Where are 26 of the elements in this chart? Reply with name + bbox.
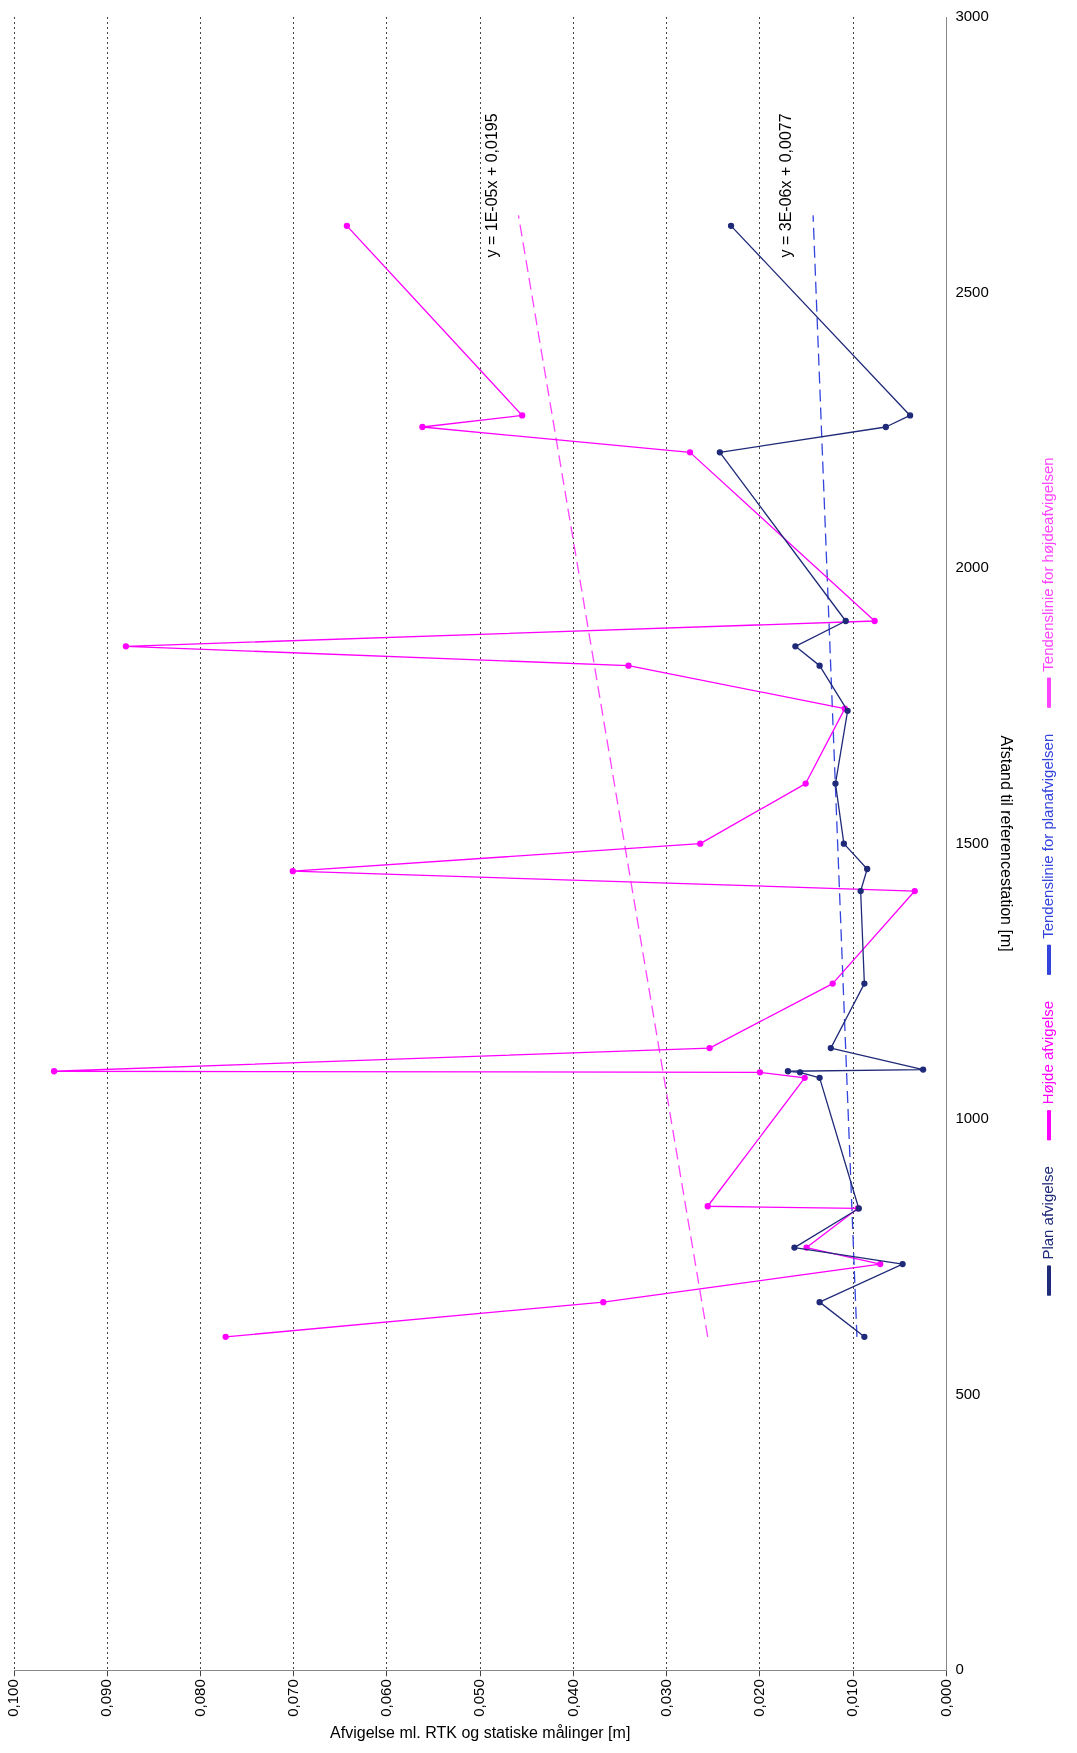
x-tick-label: 0,070 (283, 1679, 301, 1717)
y-axis-title: Afstand til referencestation [m] (997, 735, 1015, 952)
y-tick-label: 0 (955, 1660, 964, 1678)
annotation: y = 3E-06x + 0,0077 (777, 113, 795, 258)
y-tick-label: 500 (955, 1384, 981, 1402)
x-tick-label: 0,090 (97, 1679, 115, 1717)
x-tick-label: 0,100 (4, 1679, 22, 1717)
x-tick-label: 0,000 (936, 1679, 954, 1717)
text: Tendenslinie for højdeafvigelsen (1039, 457, 1057, 672)
y-tick-label: 2000 (955, 558, 989, 576)
x-axis-title: Afvigelse ml. RTK og statiske målinger [m] (330, 1723, 631, 1741)
x-tick-label: 0,010 (843, 1679, 861, 1717)
y-tick-label: 1500 (955, 833, 989, 851)
y-tick-label: 1000 (955, 1109, 989, 1127)
x-tick-label: 0,060 (377, 1679, 395, 1717)
x-tick-label: 0,050 (470, 1679, 488, 1717)
annotation: y = 1E-05x + 0,0195 (482, 113, 500, 258)
text: Tendenslinie for planafvigelsen (1039, 733, 1057, 939)
x-tick-label: 0,080 (190, 1679, 208, 1717)
y-tick-label: 3000 (955, 7, 989, 25)
x-tick-label: 0,020 (750, 1679, 768, 1717)
text: Plan afvigelse (1039, 1166, 1057, 1260)
x-tick-label: 0,040 (563, 1679, 581, 1717)
x-tick-label: 0,030 (656, 1679, 674, 1717)
y-tick-label: 2500 (955, 282, 989, 300)
text: Højde afvigelse (1039, 1000, 1057, 1105)
